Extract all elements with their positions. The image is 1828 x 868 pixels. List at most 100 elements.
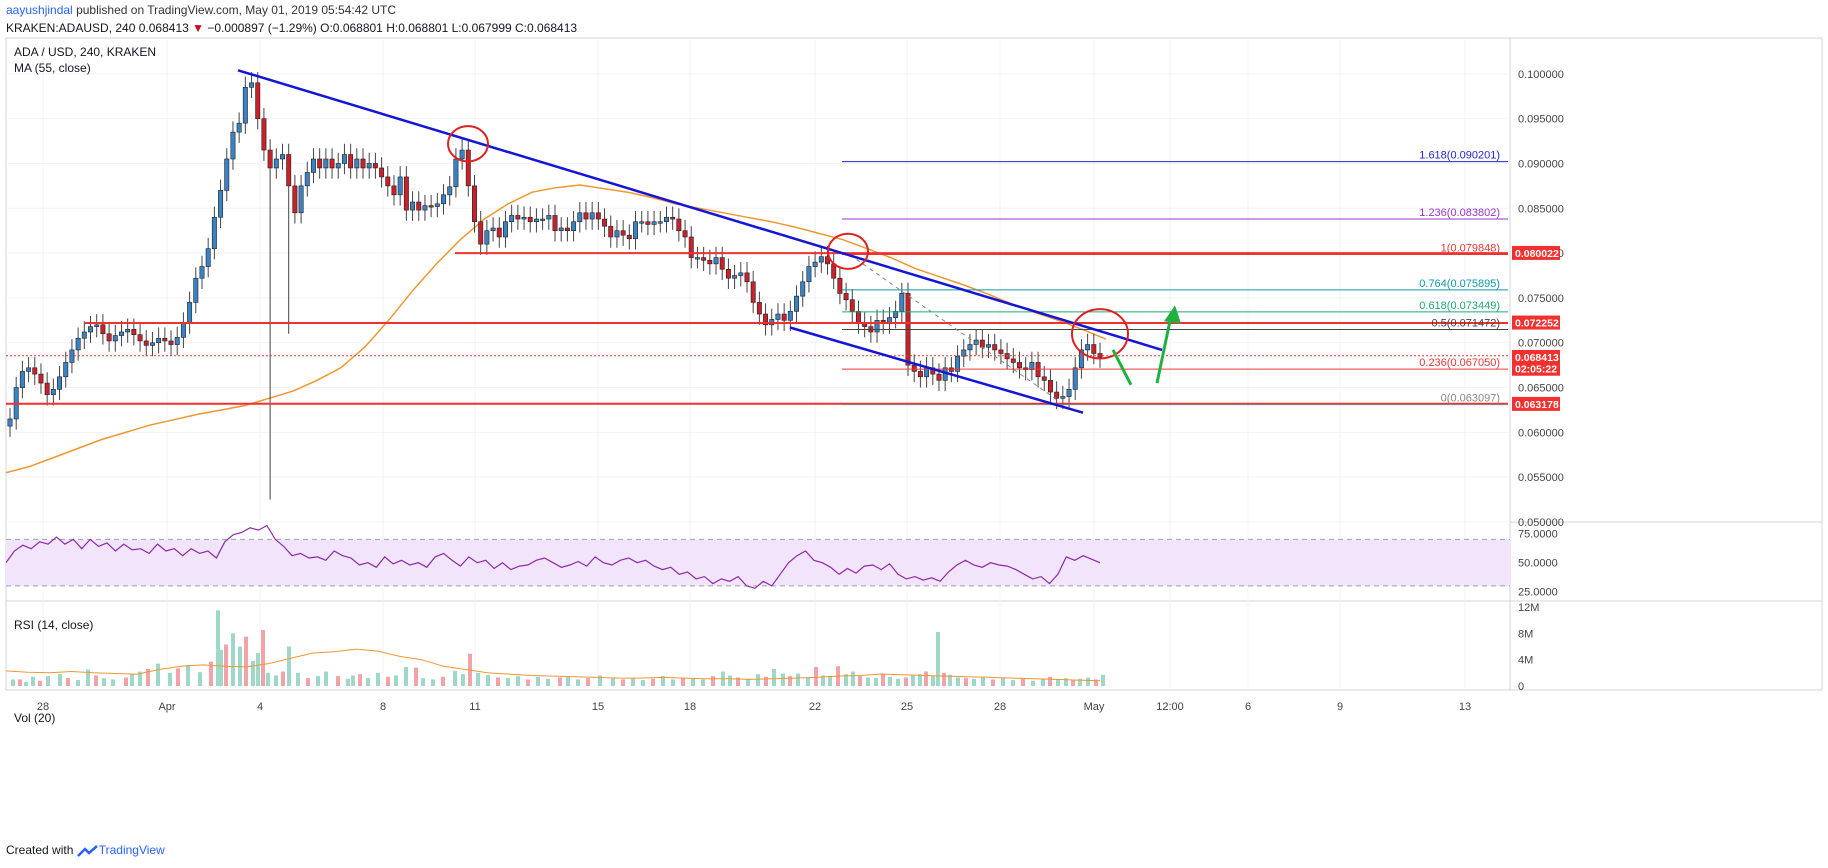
candle-down xyxy=(849,299,855,312)
x-tick-label: Apr xyxy=(158,701,175,713)
x-tick-label: 28 xyxy=(37,701,49,713)
volume-bar xyxy=(1094,679,1098,686)
fib-trend-line xyxy=(849,254,1061,403)
fib-level-label: 0.5(0.071472) xyxy=(1432,318,1501,330)
x-tick-label: 6 xyxy=(1245,701,1251,713)
volume-bar xyxy=(1078,678,1082,686)
candle-up xyxy=(1085,344,1091,351)
volume-bar xyxy=(611,677,615,686)
author-link[interactable]: aayushjindal xyxy=(6,3,73,17)
candle-down xyxy=(552,215,558,232)
candle-down xyxy=(1054,391,1060,399)
candle-down xyxy=(465,149,471,187)
x-tick-label: 13 xyxy=(1459,701,1471,713)
volume-bar xyxy=(256,653,260,686)
volume-bar xyxy=(306,678,310,686)
volume-bar xyxy=(441,676,445,686)
volume-bar xyxy=(251,660,255,686)
volume-bar xyxy=(896,678,900,686)
candle-down xyxy=(286,154,292,187)
down-arrow-icon: ▼ xyxy=(192,21,205,35)
volume-bar xyxy=(736,677,740,686)
rsi-line xyxy=(5,524,1101,589)
volume-bar xyxy=(1048,676,1052,686)
price-tag xyxy=(1512,245,1560,260)
candle-up xyxy=(125,328,131,333)
volume-bar xyxy=(1056,679,1060,686)
candle-up xyxy=(218,190,224,218)
candle-up xyxy=(694,257,700,260)
candle-down xyxy=(131,328,137,335)
volume-bar xyxy=(287,646,291,686)
price-tag-label: 0.063178 xyxy=(1515,399,1559,411)
volume-bar xyxy=(38,680,42,686)
candle-up xyxy=(732,275,738,279)
y-tick-label: 0.090000 xyxy=(1518,158,1564,170)
volume-bar xyxy=(806,677,810,686)
candle-down xyxy=(620,230,626,236)
candle-down xyxy=(682,230,688,238)
x-tick-label: 9 xyxy=(1337,701,1343,713)
candle-up xyxy=(806,266,812,283)
volume-bar xyxy=(661,676,665,686)
volume-bar xyxy=(764,676,768,686)
volume-bar xyxy=(576,679,580,686)
candle-down xyxy=(911,364,917,372)
y-tick-label: 0.070000 xyxy=(1518,338,1564,350)
volume-bar xyxy=(231,633,235,686)
x-tick-label: 8 xyxy=(380,701,386,713)
y-tick-label: 0.100000 xyxy=(1518,69,1564,81)
candle-down xyxy=(360,158,366,169)
volume-bar xyxy=(111,679,115,686)
volume-bar xyxy=(874,678,878,686)
candle-up xyxy=(323,158,329,169)
low-value: L:0.067999 xyxy=(451,21,512,35)
volume-bar xyxy=(168,672,172,686)
volume-bar xyxy=(948,674,952,686)
candle-up xyxy=(249,82,255,88)
main-chart-title: ADA / USD, 240, KRAKEN xyxy=(14,45,156,59)
candle-up xyxy=(410,201,416,211)
x-tick-label: 25 xyxy=(901,701,913,713)
candle-up xyxy=(558,227,564,232)
volume-bar xyxy=(781,673,785,686)
tradingview-link[interactable]: TradingView xyxy=(98,843,165,857)
volume-bar xyxy=(1071,680,1075,686)
candle-down xyxy=(992,344,998,351)
volume-bar xyxy=(964,678,968,686)
volume-bar xyxy=(814,666,818,686)
candle-down xyxy=(979,339,985,348)
candle-down xyxy=(855,311,861,324)
candle-up xyxy=(614,230,620,238)
candle-up xyxy=(577,212,583,223)
candle-up xyxy=(967,344,973,351)
candle-up xyxy=(242,86,248,124)
candle-down xyxy=(917,371,923,378)
x-tick-label: 11 xyxy=(469,701,480,713)
candle-up xyxy=(434,203,440,207)
candle-up xyxy=(26,367,32,372)
vol-legend: Vol (20) xyxy=(14,711,55,725)
volume-bar xyxy=(186,664,190,686)
candle-up xyxy=(149,342,155,346)
candle-up xyxy=(589,212,595,220)
candle-up xyxy=(490,227,496,232)
candle-up xyxy=(156,337,162,344)
candle-up xyxy=(397,176,403,196)
candle-down xyxy=(38,373,44,384)
volume-bar xyxy=(351,675,355,686)
y-tick-label: 0.085000 xyxy=(1518,203,1564,215)
volume-bar xyxy=(1086,677,1090,686)
candle-down xyxy=(416,201,422,211)
volume-bar xyxy=(566,676,570,686)
volume-bar xyxy=(130,674,134,686)
volume-bar xyxy=(216,610,220,686)
candle-up xyxy=(657,221,663,224)
candle-up xyxy=(775,313,781,320)
candle-down xyxy=(595,212,601,220)
rsi-tick-label: 75.0000 xyxy=(1518,529,1558,541)
candle-up xyxy=(818,256,824,263)
candle-up xyxy=(63,362,69,378)
channel-support-line xyxy=(789,326,1084,414)
